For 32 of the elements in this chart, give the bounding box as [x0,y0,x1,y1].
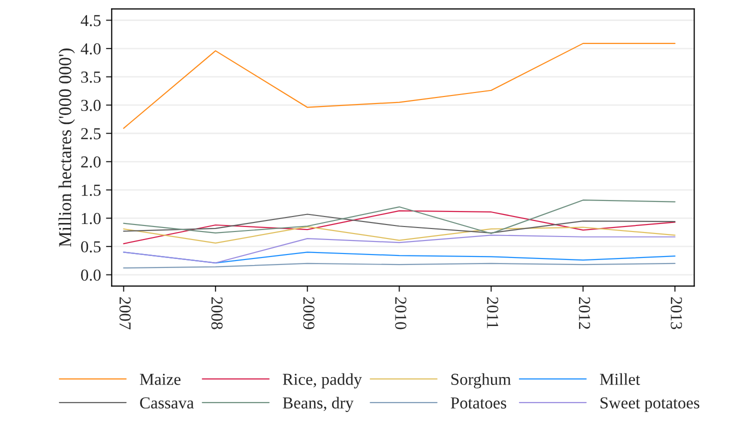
legend-label: Sorghum [451,373,511,388]
line-series [123,200,676,234]
legend-label: Potatoes [450,397,506,409]
line-series [123,214,676,234]
y-tick-label: 3.5 [81,72,101,83]
y-tick-label: 1.5 [82,184,101,196]
y-tick-label: 0.0 [81,269,101,281]
line-series [123,210,676,244]
legend-label: Millet [600,373,640,385]
x-tick-label: 2013 [670,297,682,330]
line-series [123,226,676,244]
y-tick-label: 1.0 [82,212,101,224]
y-axis-title: Million hectares ('000 000') [58,48,75,247]
legend-label: Sweet potatoes [600,397,700,412]
y-tick-label: 2.0 [81,156,101,168]
y-tick-label: 4.5 [80,15,101,26]
y-tick-label: 0.5 [81,241,101,253]
y-tick-label: 2.5 [81,128,101,140]
legend-label: Cassava [140,397,194,409]
legend-label: Beans, dry [282,396,354,412]
x-tick-label: 2010 [395,297,406,330]
x-tick-label: 2012 [578,297,590,329]
legend-label: Maize [140,374,180,385]
line-series [123,234,676,264]
legend-label: Rice, paddy [282,373,362,388]
line-series [123,42,676,129]
y-tick-label: 3.0 [81,100,101,112]
x-tick-label: 2007 [119,297,131,330]
x-tick-label: 2008 [211,297,223,330]
y-tick-label: 4.0 [80,43,101,55]
x-tick-label: 2011 [486,297,498,328]
x-tick-label: 2009 [303,297,314,330]
